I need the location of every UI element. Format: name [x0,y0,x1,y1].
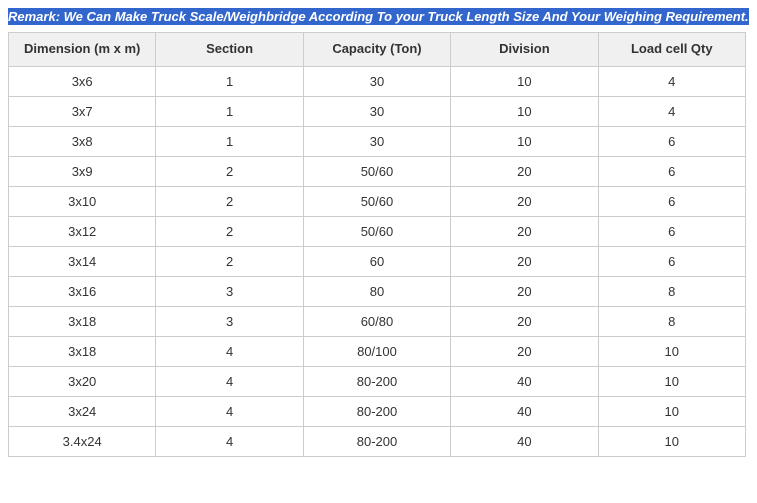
cell-loadcell: 4 [598,97,745,127]
cell-dimension: 3x12 [9,217,156,247]
remark-line: Remark: We Can Make Truck Scale/Weighbri… [8,8,749,26]
cell-loadcell: 8 [598,277,745,307]
cell-dimension: 3x18 [9,307,156,337]
cell-section: 2 [156,247,303,277]
cell-section: 2 [156,187,303,217]
cell-capacity: 80-200 [303,397,450,427]
table-row: 3.4x24480-2004010 [9,427,746,457]
table-header: Dimension (m x m) Section Capacity (Ton)… [9,33,746,67]
cell-section: 2 [156,157,303,187]
table-row: 3x7130104 [9,97,746,127]
table-row: 3x20480-2004010 [9,367,746,397]
table-row: 3x9250/60206 [9,157,746,187]
cell-capacity: 80-200 [303,427,450,457]
cell-dimension: 3x8 [9,127,156,157]
cell-loadcell: 10 [598,367,745,397]
cell-dimension: 3x16 [9,277,156,307]
cell-dimension: 3x24 [9,397,156,427]
cell-capacity: 30 [303,67,450,97]
cell-division: 40 [451,427,598,457]
cell-dimension: 3x18 [9,337,156,367]
cell-dimension: 3x10 [9,187,156,217]
cell-section: 1 [156,127,303,157]
cell-division: 20 [451,217,598,247]
cell-capacity: 80 [303,277,450,307]
remark-text: We Can Make Truck Scale/Weighbridge Acco… [60,9,749,24]
cell-division: 40 [451,397,598,427]
cell-dimension: 3x20 [9,367,156,397]
cell-capacity: 80-200 [303,367,450,397]
cell-loadcell: 8 [598,307,745,337]
cell-division: 40 [451,367,598,397]
header-dimension: Dimension (m x m) [9,33,156,67]
header-capacity: Capacity (Ton) [303,33,450,67]
cell-capacity: 60 [303,247,450,277]
table-row: 3x12250/60206 [9,217,746,247]
cell-division: 20 [451,337,598,367]
cell-section: 2 [156,217,303,247]
cell-loadcell: 10 [598,397,745,427]
spec-table: Dimension (m x m) Section Capacity (Ton)… [8,32,746,457]
cell-dimension: 3x9 [9,157,156,187]
cell-division: 20 [451,187,598,217]
cell-section: 4 [156,337,303,367]
table-row: 3x24480-2004010 [9,397,746,427]
remark-highlight: Remark: We Can Make Truck Scale/Weighbri… [8,8,749,25]
header-row: Dimension (m x m) Section Capacity (Ton)… [9,33,746,67]
cell-division: 20 [451,247,598,277]
cell-dimension: 3.4x24 [9,427,156,457]
cell-capacity: 30 [303,127,450,157]
cell-section: 4 [156,397,303,427]
table-body: 3x61301043x71301043x81301063x9250/602063… [9,67,746,457]
table-row: 3x18360/80208 [9,307,746,337]
cell-capacity: 80/100 [303,337,450,367]
table-row: 3x8130106 [9,127,746,157]
cell-capacity: 50/60 [303,217,450,247]
cell-section: 1 [156,67,303,97]
cell-capacity: 30 [303,97,450,127]
cell-loadcell: 10 [598,337,745,367]
cell-loadcell: 10 [598,427,745,457]
remark-label: Remark: [8,9,60,24]
cell-division: 20 [451,277,598,307]
cell-section: 3 [156,277,303,307]
cell-dimension: 3x6 [9,67,156,97]
cell-capacity: 50/60 [303,157,450,187]
cell-section: 1 [156,97,303,127]
cell-section: 4 [156,427,303,457]
cell-capacity: 50/60 [303,187,450,217]
cell-loadcell: 6 [598,247,745,277]
cell-division: 20 [451,307,598,337]
cell-dimension: 3x7 [9,97,156,127]
cell-section: 3 [156,307,303,337]
cell-division: 10 [451,97,598,127]
cell-division: 20 [451,157,598,187]
header-division: Division [451,33,598,67]
cell-capacity: 60/80 [303,307,450,337]
cell-loadcell: 4 [598,67,745,97]
table-row: 3x18480/1002010 [9,337,746,367]
table-row: 3x6130104 [9,67,746,97]
header-loadcell: Load cell Qty [598,33,745,67]
table-row: 3x10250/60206 [9,187,746,217]
cell-section: 4 [156,367,303,397]
cell-loadcell: 6 [598,187,745,217]
cell-division: 10 [451,67,598,97]
table-row: 3x14260206 [9,247,746,277]
table-row: 3x16380208 [9,277,746,307]
cell-loadcell: 6 [598,127,745,157]
cell-loadcell: 6 [598,217,745,247]
header-section: Section [156,33,303,67]
cell-loadcell: 6 [598,157,745,187]
cell-division: 10 [451,127,598,157]
cell-dimension: 3x14 [9,247,156,277]
